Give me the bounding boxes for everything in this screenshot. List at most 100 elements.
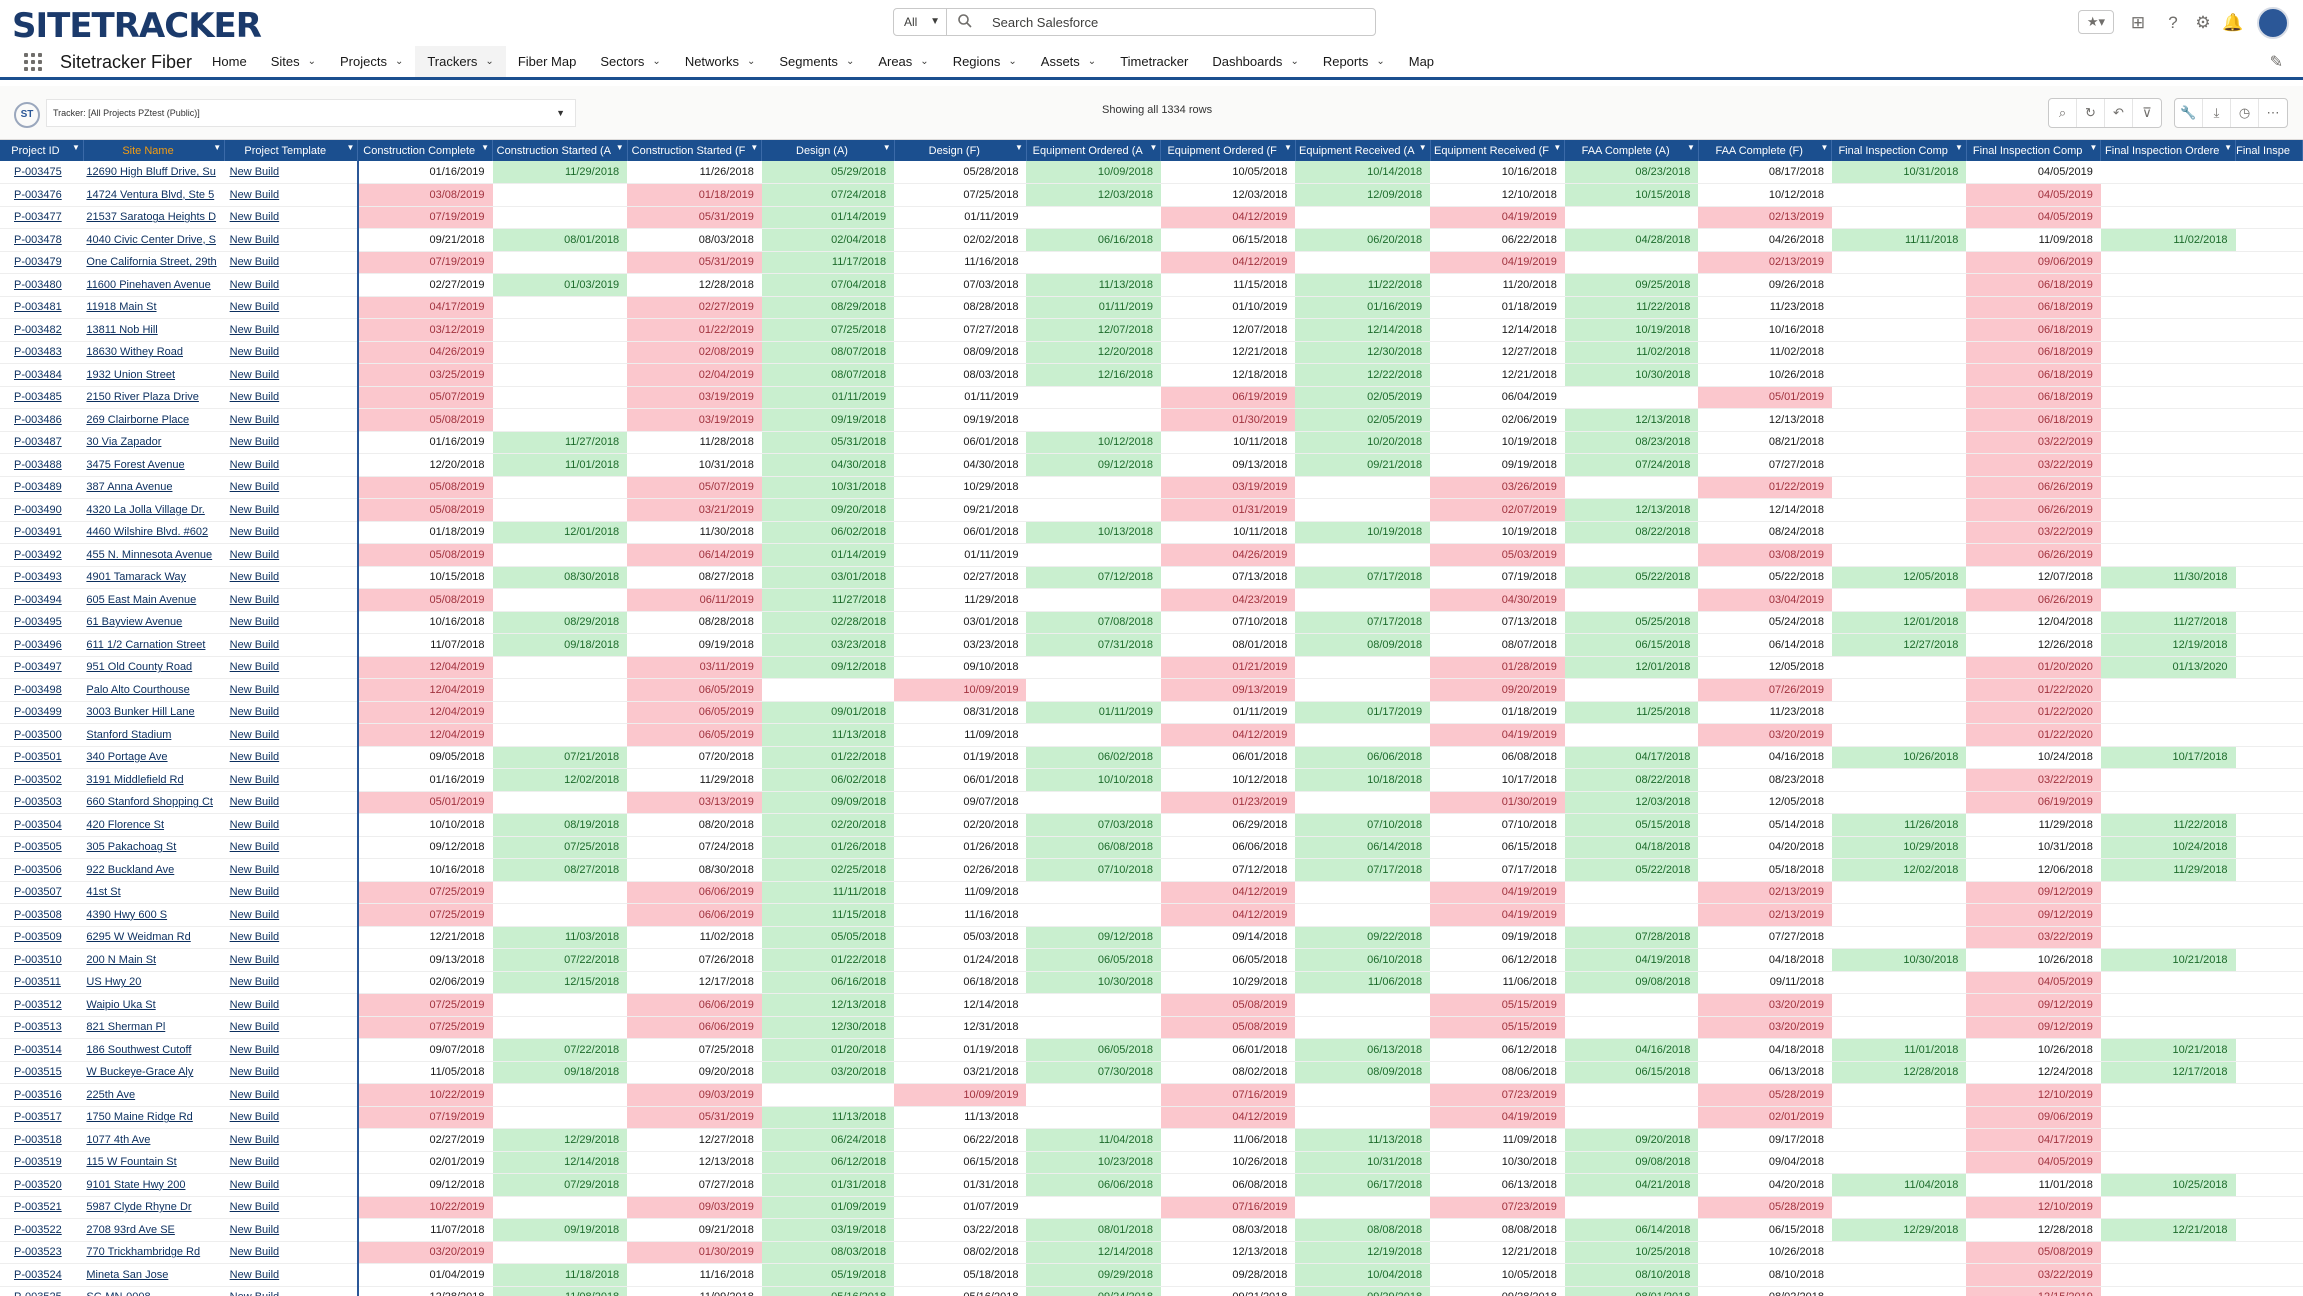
site-name-link[interactable]: W Buckeye-Grace Aly (83, 1061, 225, 1084)
project-id-link[interactable]: P-003523 (0, 1241, 84, 1264)
column-menu-icon[interactable]: ▼ (2089, 143, 2098, 152)
project-id-link[interactable]: P-003506 (0, 858, 84, 882)
project-id-link[interactable]: P-003524 (0, 1263, 84, 1287)
column-header[interactable]: Final Inspe (2235, 140, 2303, 161)
column-menu-icon[interactable]: ▼ (346, 143, 355, 152)
project-id-link[interactable]: P-003517 (0, 1106, 84, 1129)
site-name-link[interactable]: 14724 Ventura Blvd, Ste 5 (83, 183, 225, 207)
site-name-link[interactable]: 770 Trickhambridge Rd (83, 1241, 225, 1264)
chevron-down-icon[interactable]: ⌄ (1290, 56, 1299, 67)
project-template-link[interactable]: New Build (224, 836, 359, 859)
table-row[interactable]: P-003516 225th Ave New Build 10/22/2019 09/0… (0, 1083, 2303, 1107)
project-template-link[interactable]: New Build (224, 768, 359, 792)
column-header[interactable]: FAA Complete (A) ▼ (1564, 140, 1699, 161)
site-name-link[interactable]: 186 Southwest Cutoff (83, 1038, 225, 1062)
site-name-link[interactable]: 605 East Main Avenue (83, 588, 225, 612)
site-name-link[interactable]: 922 Buckland Ave (83, 858, 225, 882)
site-name-link[interactable]: 13811 Nob Hill (83, 318, 225, 342)
history-clock-icon[interactable]: ◷ (2231, 99, 2259, 127)
site-name-link[interactable]: 4040 Civic Center Drive, S (83, 228, 225, 252)
table-row[interactable]: P-003511 US Hwy 20 New Build 02/06/2019 12/1… (0, 971, 2303, 994)
table-row[interactable]: P-003501 340 Portage Ave New Build 09/05/20… (0, 746, 2303, 769)
undo-icon[interactable]: ↶ (2105, 99, 2133, 127)
site-name-link[interactable]: One California Street, 29th (83, 251, 225, 274)
project-template-link[interactable]: New Build (224, 1286, 359, 1296)
project-id-link[interactable]: P-003520 (0, 1173, 84, 1197)
column-menu-icon[interactable]: ▼ (1015, 143, 1023, 152)
favorites-star-icon[interactable]: ★▾ (2078, 10, 2114, 34)
column-header[interactable]: Equipment Received (F ▼ (1430, 140, 1566, 161)
project-template-link[interactable]: New Build (224, 1128, 359, 1152)
project-template-link[interactable]: New Build (224, 881, 359, 904)
project-template-link[interactable]: New Build (224, 1106, 359, 1129)
site-name-link[interactable]: 340 Portage Ave (83, 746, 225, 769)
column-menu-icon[interactable]: ▼ (1820, 143, 1829, 152)
project-id-link[interactable]: P-003493 (0, 566, 84, 589)
project-template-link[interactable]: New Build (224, 611, 359, 634)
table-row[interactable]: P-003496 611 1/2 Carnation Street New Buil… (0, 633, 2303, 657)
site-name-link[interactable]: 611 1/2 Carnation Street (83, 633, 225, 657)
site-name-link[interactable]: 3003 Bunker Hill Lane (83, 701, 225, 724)
table-row[interactable]: P-003480 11600 Pinehaven Avenue New Build 0… (0, 273, 2303, 297)
project-id-link[interactable]: P-003485 (0, 386, 84, 409)
project-template-link[interactable]: New Build (224, 1196, 359, 1219)
site-name-link[interactable]: 305 Pakachoag St (83, 836, 225, 859)
column-header[interactable]: Final Inspection Comp ▼ (1831, 140, 1967, 161)
project-template-link[interactable]: New Build (224, 971, 359, 994)
project-template-link[interactable]: New Build (224, 341, 359, 364)
site-name-link[interactable]: 41st St (83, 881, 225, 904)
column-header[interactable]: Project Template ▼ (224, 140, 359, 161)
project-id-link[interactable]: P-003486 (0, 408, 84, 432)
table-row[interactable]: P-003509 6295 W Weidman Rd New Build 12/21/… (0, 926, 2303, 949)
nav-tab-networks[interactable]: Networks ⌄ (673, 46, 768, 77)
table-row[interactable]: P-003503 660 Stanford Shopping Ct New Buil… (0, 791, 2303, 814)
column-menu-icon[interactable]: ▼ (1284, 143, 1292, 152)
project-id-link[interactable]: P-003502 (0, 768, 84, 792)
site-name-link[interactable]: 3191 Middlefield Rd (83, 768, 225, 792)
site-name-link[interactable]: 1932 Union Street (83, 363, 225, 387)
table-row[interactable]: P-003521 5987 Clyde Rhyne Dr New Build 10/2… (0, 1196, 2303, 1219)
project-template-link[interactable]: New Build (224, 588, 359, 612)
project-template-link[interactable]: New Build (224, 723, 359, 747)
project-template-link[interactable]: New Build (224, 453, 359, 477)
project-template-link[interactable]: New Build (224, 1061, 359, 1084)
site-name-link[interactable]: 200 N Main St (83, 948, 225, 972)
nav-tab-timetracker[interactable]: Timetracker (1108, 46, 1200, 77)
table-row[interactable]: P-003494 605 East Main Avenue New Build 05/… (0, 588, 2303, 612)
column-header[interactable]: Construction Complete ▼ (357, 140, 494, 161)
project-template-link[interactable]: New Build (224, 1083, 359, 1107)
setup-gear-icon[interactable]: ⚙ (2195, 13, 2211, 32)
chevron-down-icon[interactable]: ⌄ (920, 56, 929, 67)
table-row[interactable]: P-003477 21537 Saratoga Heights D New Buil… (0, 206, 2303, 229)
project-id-link[interactable]: P-003496 (0, 633, 84, 657)
project-id-link[interactable]: P-003512 (0, 993, 84, 1017)
table-row[interactable]: P-003487 30 Via Zapador New Build 01/16/201… (0, 431, 2303, 454)
project-id-link[interactable]: P-003488 (0, 453, 84, 477)
table-row[interactable]: P-003475 12690 High Bluff Drive, Su New Bu… (0, 161, 2303, 184)
nav-tab-projects[interactable]: Projects ⌄ (328, 46, 415, 77)
site-name-link[interactable]: 3475 Forest Avenue (83, 453, 225, 477)
project-template-link[interactable]: New Build (224, 813, 359, 837)
site-name-link[interactable]: 951 Old County Road (83, 656, 225, 679)
project-id-link[interactable]: P-003516 (0, 1083, 84, 1107)
site-name-link[interactable]: 269 Clairborne Place (83, 408, 225, 432)
site-name-link[interactable]: 420 Florence St (83, 813, 225, 837)
site-name-link[interactable]: Palo Alto Courthouse (83, 678, 225, 702)
search-scope-select[interactable]: All ▼ (893, 8, 947, 36)
project-id-link[interactable]: P-003511 (0, 971, 84, 994)
column-menu-icon[interactable]: ▼ (1955, 143, 1963, 152)
site-name-link[interactable]: 5987 Clyde Rhyne Dr (83, 1196, 225, 1219)
project-template-link[interactable]: New Build (224, 993, 359, 1017)
site-name-link[interactable]: 2150 River Plaza Drive (83, 386, 225, 409)
table-row[interactable]: P-003495 61 Bayview Avenue New Build 10/16/… (0, 611, 2303, 634)
project-template-link[interactable]: New Build (224, 701, 359, 724)
site-name-link[interactable]: 21537 Saratoga Heights D (83, 206, 225, 229)
project-id-link[interactable]: P-003504 (0, 813, 84, 837)
column-header[interactable]: Final Inspection Ordere ▼ (2100, 140, 2237, 161)
site-name-link[interactable]: Stanford Stadium (83, 723, 225, 747)
site-name-link[interactable]: 30 Via Zapador (83, 431, 225, 454)
project-template-link[interactable]: New Build (224, 521, 359, 544)
column-header[interactable]: Site Name ▼ (83, 140, 226, 161)
table-row[interactable]: P-003492 455 N. Minnesota Avenue New Build… (0, 543, 2303, 567)
project-id-link[interactable]: P-003514 (0, 1038, 84, 1062)
